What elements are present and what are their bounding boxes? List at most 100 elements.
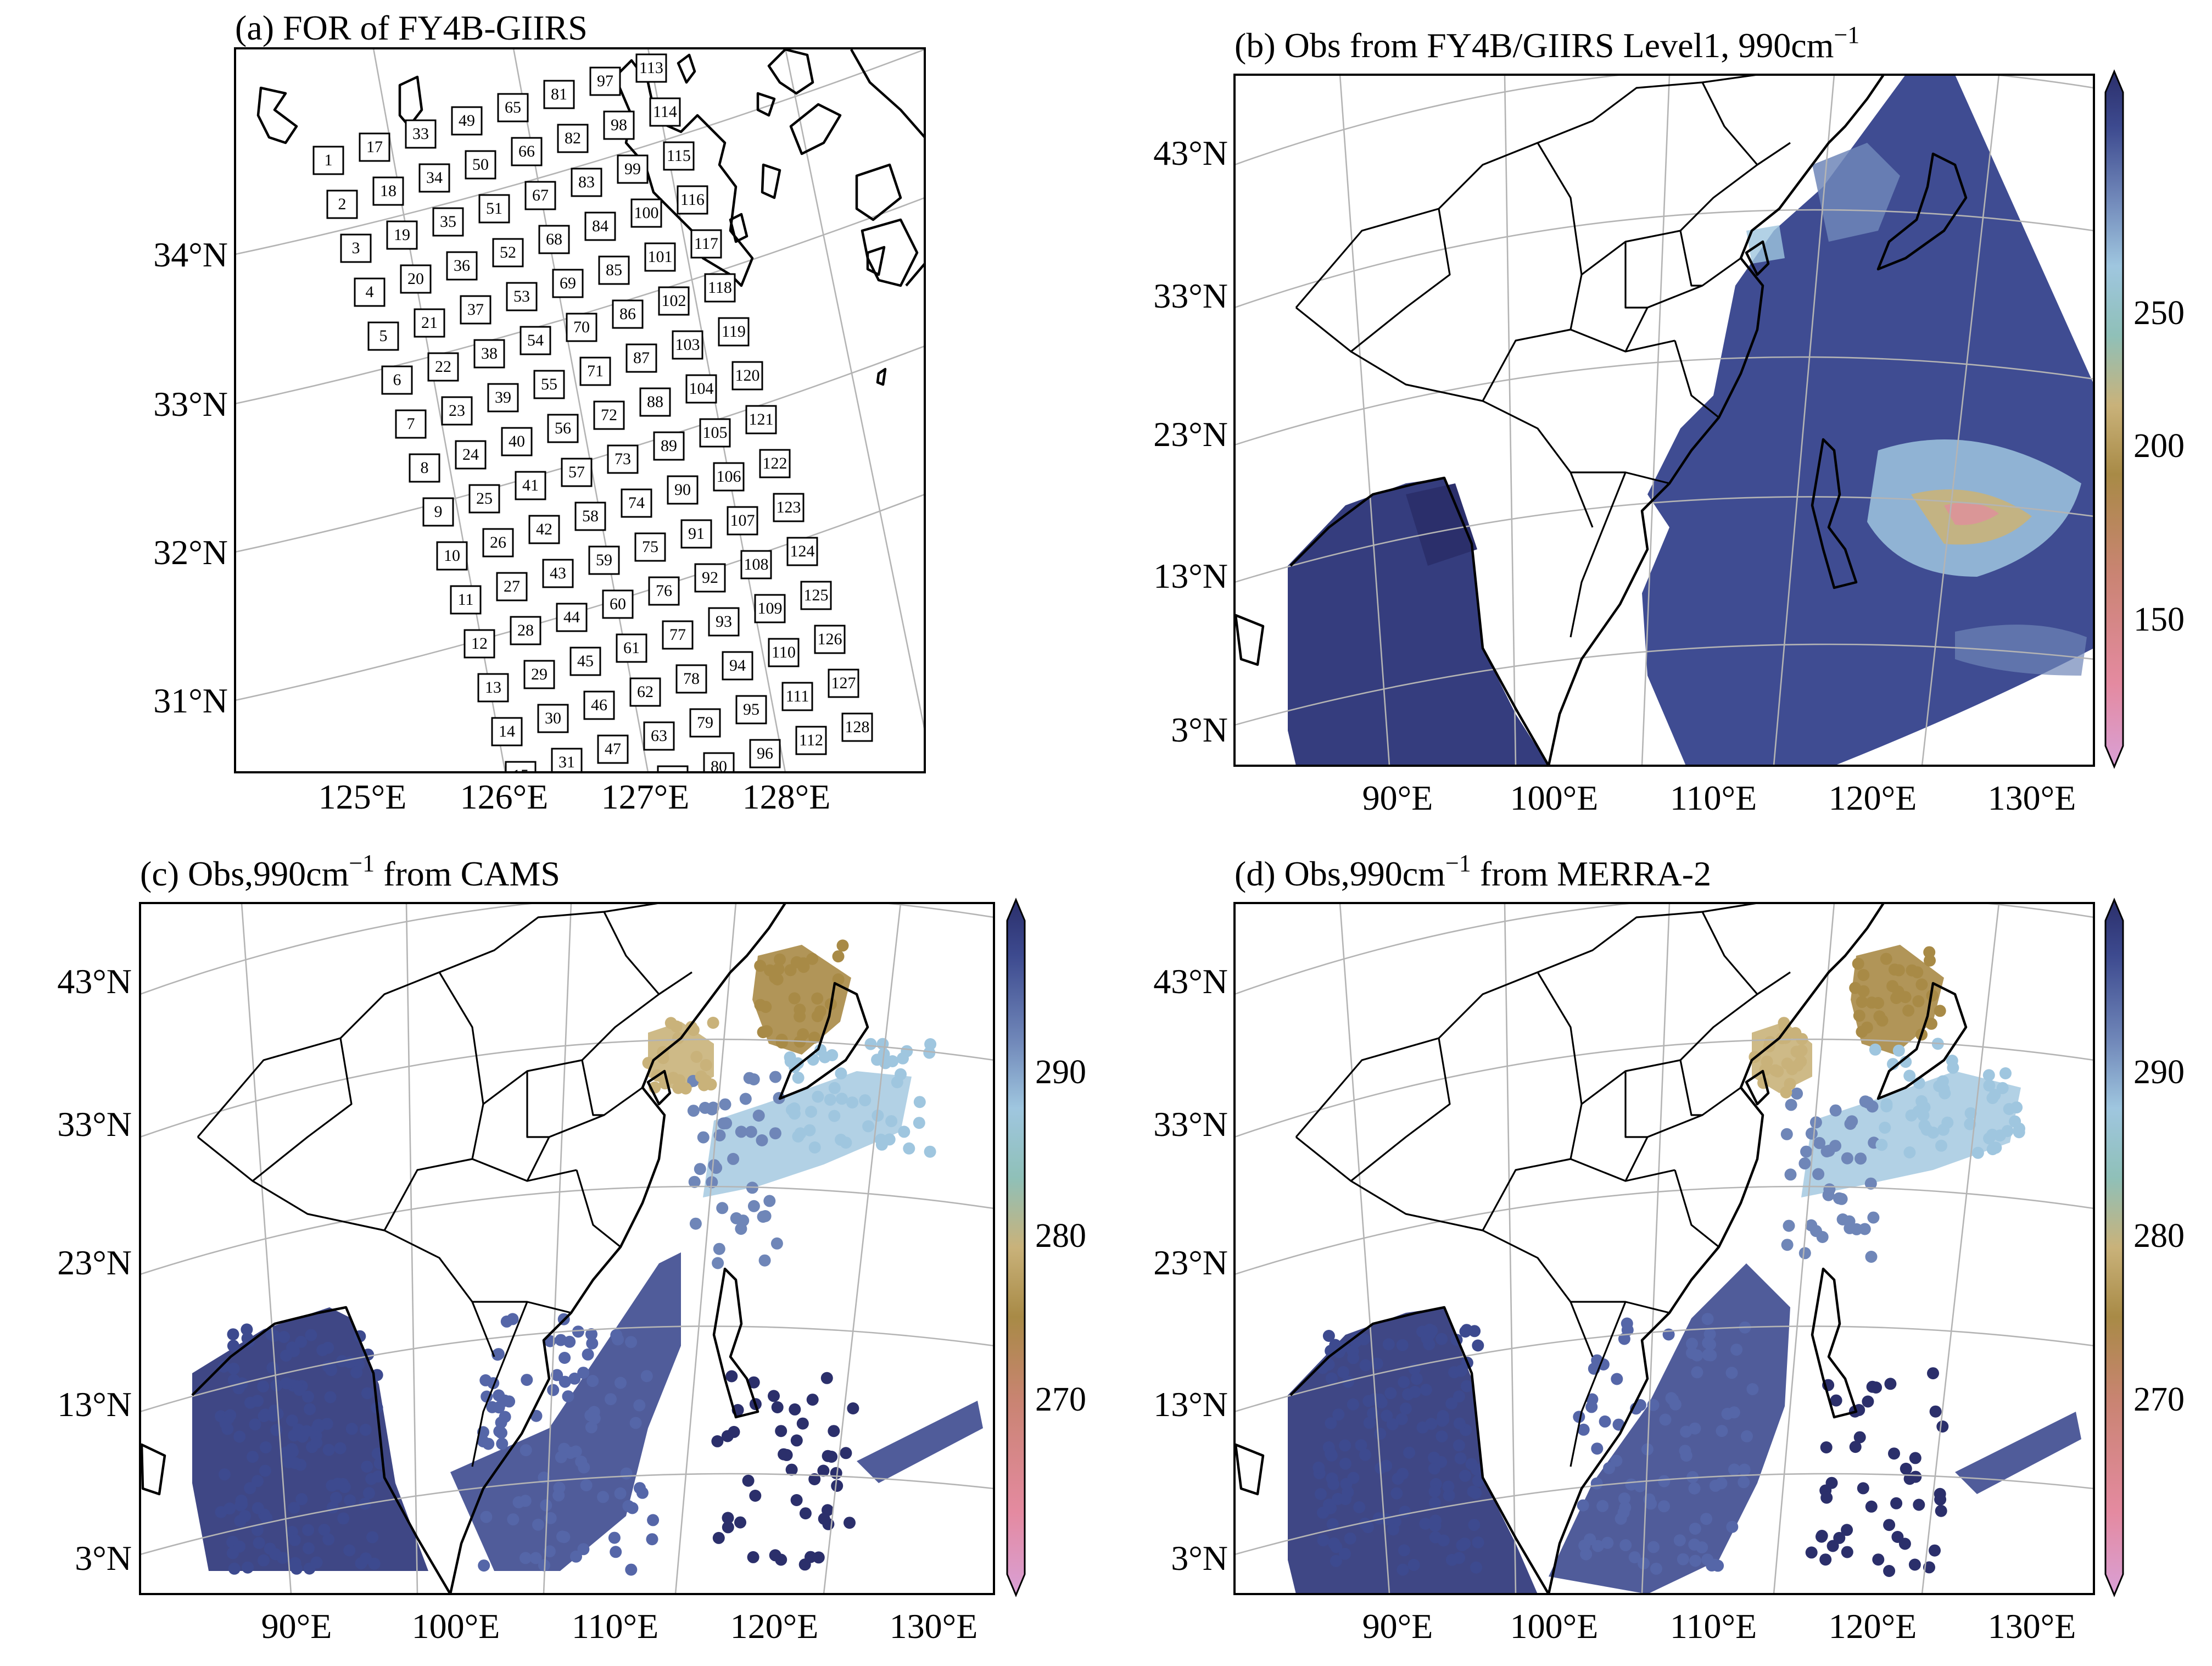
obs-dot: [1709, 1479, 1722, 1492]
for-number: 58: [582, 507, 599, 525]
obs-dot: [688, 1175, 701, 1188]
obs-dot: [697, 1131, 710, 1144]
obs-dot: [1382, 1338, 1395, 1351]
obs-dot: [687, 1105, 700, 1117]
obs-dot: [754, 960, 767, 972]
obs-dot: [519, 1495, 532, 1507]
obs-dot: [1701, 1313, 1714, 1325]
for-box: [745, 405, 777, 434]
obs-dot: [1332, 1408, 1345, 1421]
obs-dot: [1465, 1458, 1478, 1470]
obs-dot: [1325, 1372, 1338, 1385]
for-box: [520, 326, 551, 355]
obs-dot: [1843, 1215, 1856, 1228]
obs-dot: [1880, 952, 1892, 965]
obs-dot: [1689, 1523, 1701, 1535]
obs-dot: [278, 1331, 290, 1343]
for-number: 123: [777, 498, 801, 516]
obs-dot: [1333, 1346, 1345, 1358]
obs-dot: [1445, 1553, 1458, 1566]
obs-dot: [770, 1237, 783, 1250]
for-box: [621, 488, 652, 518]
obs-dot: [771, 1401, 784, 1413]
obs-dot: [1603, 1462, 1615, 1474]
obs-dot: [1419, 1518, 1432, 1530]
for-box: [359, 132, 390, 162]
panel-b-lat-tick: 33°N: [1153, 276, 1228, 315]
panel-c-lon-tick: 130°E: [890, 1607, 978, 1646]
panel-d-map: [1235, 903, 2094, 1594]
panel-d-lat-tick: 43°N: [1153, 962, 1228, 1001]
obs-dot: [775, 1036, 788, 1049]
obs-dot: [1865, 1500, 1878, 1513]
for-box: [754, 594, 786, 623]
for-number: 20: [407, 270, 424, 288]
obs-dot: [270, 1424, 283, 1436]
obs-dot: [1982, 1069, 1995, 1082]
for-box: [602, 589, 634, 619]
obs-dot: [1903, 1146, 1916, 1158]
for-number: 14: [499, 722, 515, 740]
obs-dot: [1864, 1177, 1877, 1190]
for-box: [644, 242, 676, 272]
panel-d-graticule: [1235, 903, 2094, 1594]
obs-dot: [227, 1362, 240, 1375]
obs-dot: [366, 1531, 379, 1544]
obs-dot: [1892, 1044, 1905, 1057]
obs-dot: [1327, 1478, 1340, 1490]
for-box: [694, 563, 726, 593]
for-box: [473, 339, 505, 369]
for-number: 65: [505, 98, 521, 116]
obs-dot: [712, 1531, 725, 1544]
obs-dot: [1853, 1431, 1866, 1444]
panel-b-title-sup: −1: [1834, 21, 1859, 48]
for-box: [800, 581, 832, 610]
for-number: 33: [412, 125, 429, 143]
for-number: 79: [697, 714, 713, 732]
for-box: [708, 607, 740, 637]
for-number: 84: [592, 217, 608, 235]
for-number: 21: [421, 314, 438, 332]
obs-dot: [295, 1493, 308, 1506]
obs-dot: [303, 1542, 315, 1554]
obs-dot: [799, 1507, 812, 1520]
for-box: [326, 190, 358, 219]
panel-a: (a) FOR of FY4B-GIIRS: [153, 8, 926, 816]
obs-dot: [812, 1551, 825, 1564]
obs-dot: [345, 1423, 358, 1435]
for-number: 1: [325, 151, 333, 169]
for-number: 32: [572, 797, 589, 815]
for-number: 73: [615, 450, 631, 468]
obs-dot: [828, 1425, 840, 1437]
obs-dot: [1453, 1390, 1465, 1403]
obs-dot: [1869, 1043, 1881, 1056]
panel-d-title-sup: −1: [1445, 850, 1471, 877]
obs-dot: [1618, 1492, 1630, 1505]
panel-d-lat-tick: 23°N: [1153, 1243, 1228, 1282]
for-number: 36: [454, 257, 470, 275]
panel-a-lon-tick: 126°E: [460, 777, 549, 816]
obs-dot: [1339, 1439, 1351, 1452]
for-box: [814, 625, 846, 654]
for-box: [617, 154, 649, 184]
obs-dot: [846, 1096, 858, 1109]
obs-dot: [747, 1551, 759, 1563]
obs-dot: [806, 1394, 819, 1406]
for-box: [703, 752, 735, 772]
for-box: [625, 343, 657, 373]
for-number: 100: [634, 204, 659, 222]
for-number: 99: [624, 160, 641, 178]
panel-a-lon-tick: 127°E: [601, 777, 690, 816]
obs-dot: [1472, 1536, 1484, 1548]
obs-dot: [244, 1482, 256, 1495]
obs-dot: [1468, 1519, 1481, 1531]
obs-dot: [304, 1403, 316, 1416]
for-box: [643, 721, 675, 751]
obs-dot: [749, 1490, 762, 1502]
for-number: 88: [647, 393, 663, 411]
obs-dot: [1425, 1418, 1438, 1430]
for-box: [477, 673, 509, 703]
for-box: [372, 176, 404, 206]
obs-dot: [322, 1444, 335, 1456]
for-box: [657, 765, 689, 772]
